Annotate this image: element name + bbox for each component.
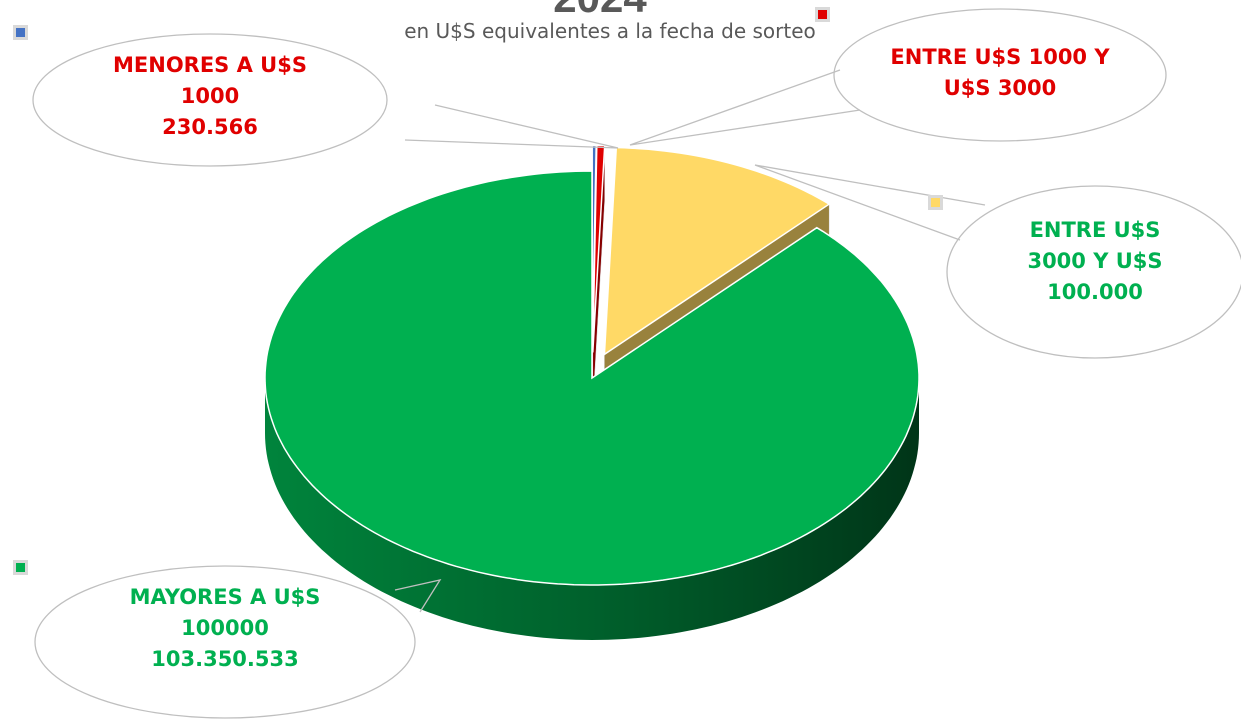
callout-tail — [754, 164, 986, 241]
label-name: MENORES A U$S 1000 — [113, 53, 307, 108]
callout-tail — [629, 69, 861, 146]
legend-marker — [818, 10, 827, 19]
legend-marker — [16, 28, 25, 37]
pie — [264, 144, 920, 640]
data-label: ENTRE U$S 3000 Y U$S 100.000 — [1015, 215, 1175, 308]
label-name: MAYORES A U$S 100000 — [129, 585, 321, 640]
slice — [592, 144, 606, 353]
callout-bubble — [34, 565, 416, 719]
chart-subtitle: en U$S equivalentes a la fecha de sorteo — [404, 19, 816, 43]
legend-marker — [931, 198, 940, 207]
callout-bubble — [32, 33, 388, 167]
callout-tail — [404, 104, 619, 149]
callouts — [32, 8, 1241, 719]
slice — [603, 146, 831, 356]
label-value: 230.566 — [162, 115, 258, 139]
data-label: MENORES A U$S 1000 230.566 — [110, 50, 310, 143]
legend-marker — [16, 563, 25, 572]
slice-side — [265, 378, 919, 640]
callout-bubble — [833, 8, 1167, 142]
label-value: 103.350.533 — [151, 647, 299, 671]
label-name: ENTRE U$S 3000 Y U$S 100.000 — [1027, 218, 1163, 304]
label-name: ENTRE U$S 1000 Y U$S 3000 — [890, 45, 1110, 100]
slice — [264, 170, 920, 586]
callout-tail — [394, 579, 442, 613]
data-label: ENTRE U$S 1000 Y U$S 3000 — [880, 42, 1120, 104]
callout-bubble — [946, 185, 1241, 359]
legend — [13, 7, 943, 575]
data-label: MAYORES A U$S 100000 103.350.533 — [100, 582, 350, 675]
chart-title: 2024 — [553, 0, 647, 21]
